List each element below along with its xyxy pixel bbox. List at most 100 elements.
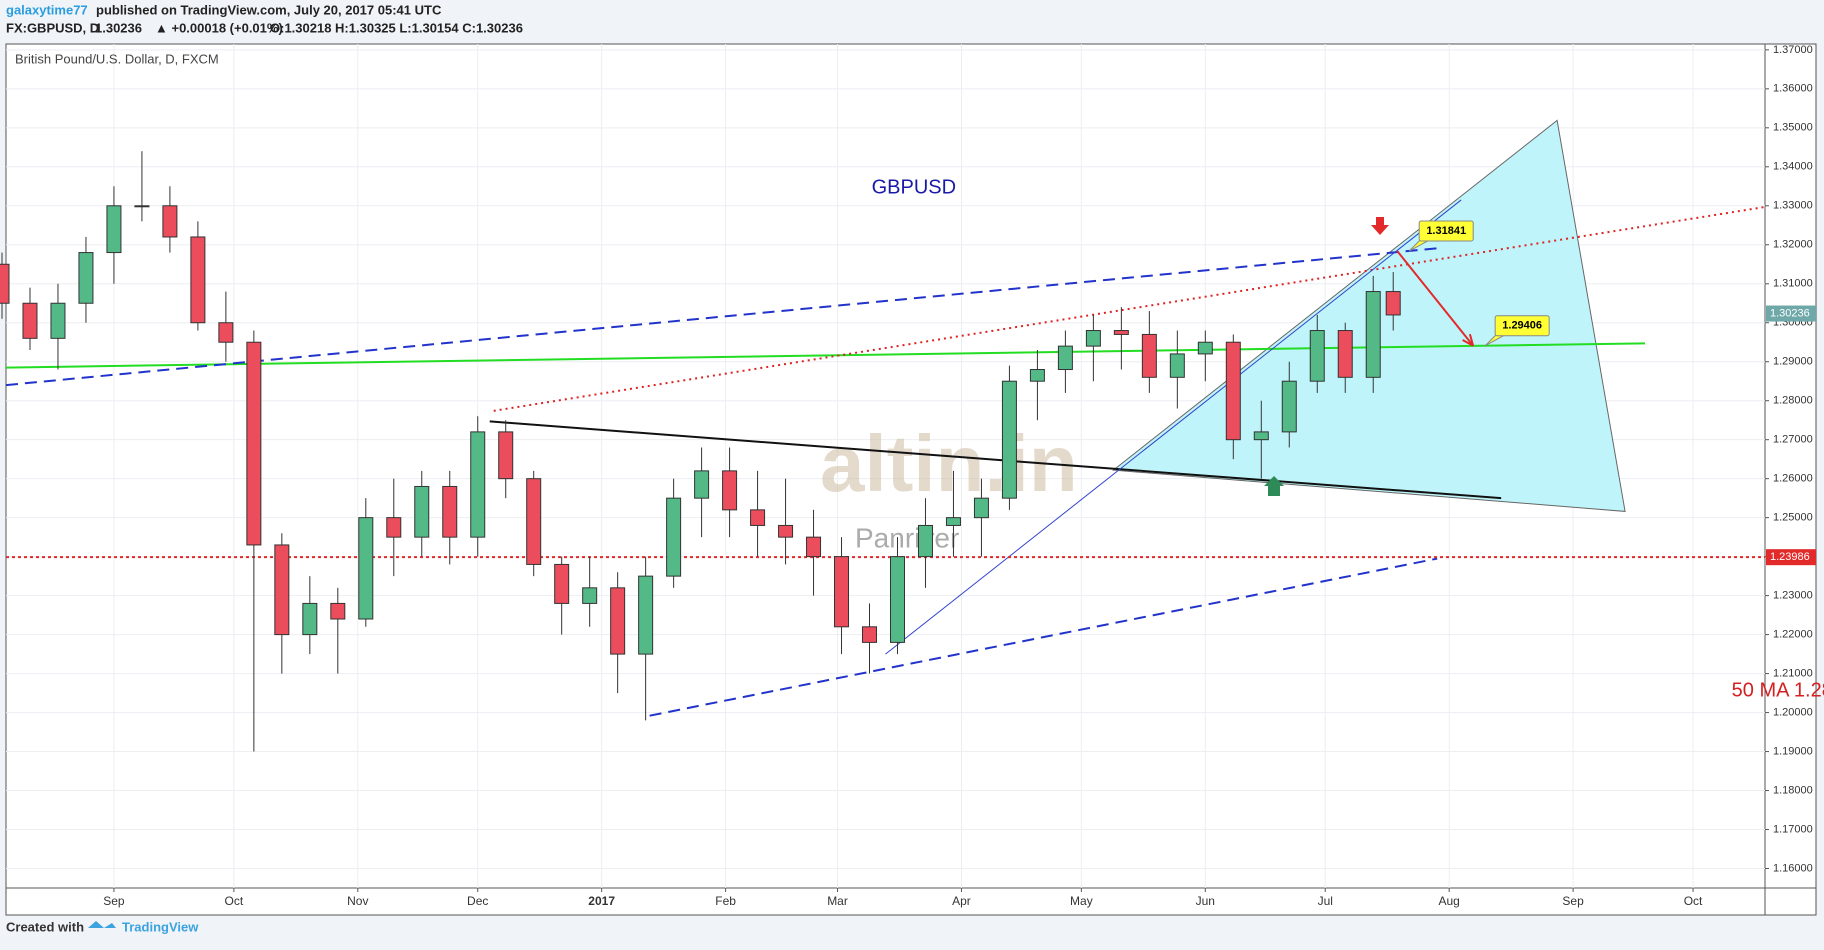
- candle-body: [50, 302, 66, 339]
- symbol: FX:GBPUSD, D: [6, 20, 99, 35]
- candle-body: [889, 556, 905, 643]
- arrow-shaft: [1396, 250, 1474, 347]
- y-tick-label: 1.34000: [1773, 161, 1813, 173]
- candle-body: [218, 322, 234, 343]
- y-tick-label: 1.37000: [1773, 44, 1813, 56]
- candle-body: [1113, 330, 1129, 335]
- candle-body: [470, 431, 486, 538]
- arrow-head: [1462, 333, 1475, 347]
- annotation: GBPUSD: [872, 177, 956, 199]
- candle-body: [973, 497, 989, 519]
- callout-box: [1418, 220, 1474, 242]
- candle-body: [1057, 345, 1073, 371]
- price-badge-label: 1.30236: [1770, 307, 1810, 319]
- trend-line: [5, 246, 1442, 387]
- x-tick-label: Sep: [1562, 894, 1584, 908]
- y-tick-label: 1.23000: [1773, 590, 1813, 602]
- ohlc: O:1.30218 H:1.30325 L:1.30154 C:1.30236: [270, 20, 523, 35]
- candle-body: [526, 478, 542, 565]
- candle-body: [386, 517, 402, 538]
- y-tick-label: 1.25000: [1773, 512, 1813, 524]
- x-tick-label: Oct: [225, 894, 244, 908]
- candle-body: [1281, 380, 1297, 433]
- x-tick-label: 2017: [588, 894, 615, 908]
- x-tick-label: Oct: [1684, 894, 1703, 908]
- candle-body: [1197, 341, 1213, 355]
- trend-line: [493, 205, 1766, 412]
- callout-label: 1.29406: [1502, 320, 1542, 332]
- x-tick-label: Nov: [347, 894, 368, 908]
- candle-body: [834, 556, 850, 628]
- candle-body: [106, 205, 122, 254]
- candle-body: [22, 302, 38, 339]
- footer-brand[interactable]: TradingView: [122, 919, 199, 934]
- candle-body: [274, 544, 290, 636]
- candle-body: [806, 536, 822, 558]
- candle-body: [610, 587, 626, 655]
- trend-line: [885, 199, 1462, 655]
- candle-body: [750, 509, 766, 526]
- x-tick-label: Feb: [715, 894, 736, 908]
- x-tick-label: May: [1070, 894, 1093, 908]
- y-tick-label: 1.35000: [1773, 122, 1813, 134]
- trend-line: [649, 557, 1438, 717]
- candle-body: [1141, 333, 1157, 378]
- price-badge-label: 1.23986: [1770, 551, 1810, 563]
- x-tick-label: Sep: [103, 894, 125, 908]
- candle-body: [582, 587, 598, 604]
- change: ▲ +0.00018 (+0.01%): [155, 20, 283, 35]
- candle-body: [246, 341, 262, 546]
- watermark: Panriver: [855, 522, 959, 553]
- y-tick-label: 1.19000: [1773, 745, 1813, 757]
- price: 1.30236: [95, 20, 142, 35]
- x-tick-label: Aug: [1438, 894, 1459, 908]
- x-tick-label: Jul: [1318, 894, 1333, 908]
- x-tick-label: Mar: [827, 894, 848, 908]
- candle-body: [302, 602, 318, 636]
- candle-body: [190, 236, 206, 324]
- y-tick-label: 1.22000: [1773, 629, 1813, 641]
- candle-body: [638, 575, 654, 655]
- candle-body: [1225, 341, 1241, 441]
- candle-body: [694, 470, 710, 499]
- callout-label: 1.31841: [1426, 225, 1466, 237]
- y-tick-label: 1.21000: [1773, 667, 1813, 679]
- y-tick-label: 1.20000: [1773, 706, 1813, 718]
- candle-body: [1253, 431, 1269, 441]
- candle-body: [414, 485, 430, 538]
- candle-body: [358, 517, 374, 620]
- candle-body: [330, 602, 346, 620]
- candle-body: [134, 205, 150, 208]
- candle-body: [78, 252, 94, 304]
- y-tick-label: 1.27000: [1773, 434, 1813, 446]
- candle-body: [945, 517, 961, 526]
- candle-body: [1309, 330, 1325, 382]
- candle-body: [862, 626, 878, 643]
- candle-body: [1029, 369, 1045, 382]
- candle-body: [442, 485, 458, 538]
- candle-body: [722, 470, 738, 511]
- publisher[interactable]: galaxytime77: [6, 2, 88, 17]
- footer-created: Created with: [6, 919, 84, 934]
- candle-body: [1085, 330, 1101, 347]
- published: published on TradingView.com, July 20, 2…: [96, 2, 442, 17]
- chart-title: British Pound/U.S. Dollar, D, FXCM: [15, 51, 219, 66]
- candle-body: [1337, 330, 1353, 378]
- candle-body: [0, 263, 10, 304]
- trend-line: [489, 420, 1502, 500]
- x-tick-label: Dec: [467, 894, 488, 908]
- y-tick-label: 1.29000: [1773, 356, 1813, 368]
- candle-body: [554, 563, 570, 604]
- candle-body: [498, 431, 514, 480]
- callout-box: [1494, 315, 1550, 337]
- y-tick-label: 1.18000: [1773, 784, 1813, 796]
- y-tick-label: 1.33000: [1773, 200, 1813, 212]
- candle-body: [162, 205, 178, 238]
- annotation: 50 MA 1.2872: [1732, 679, 1824, 701]
- y-tick-label: 1.17000: [1773, 823, 1813, 835]
- y-tick-label: 1.26000: [1773, 473, 1813, 485]
- down-arrow-icon: [1371, 217, 1389, 235]
- candle-body: [1365, 291, 1381, 378]
